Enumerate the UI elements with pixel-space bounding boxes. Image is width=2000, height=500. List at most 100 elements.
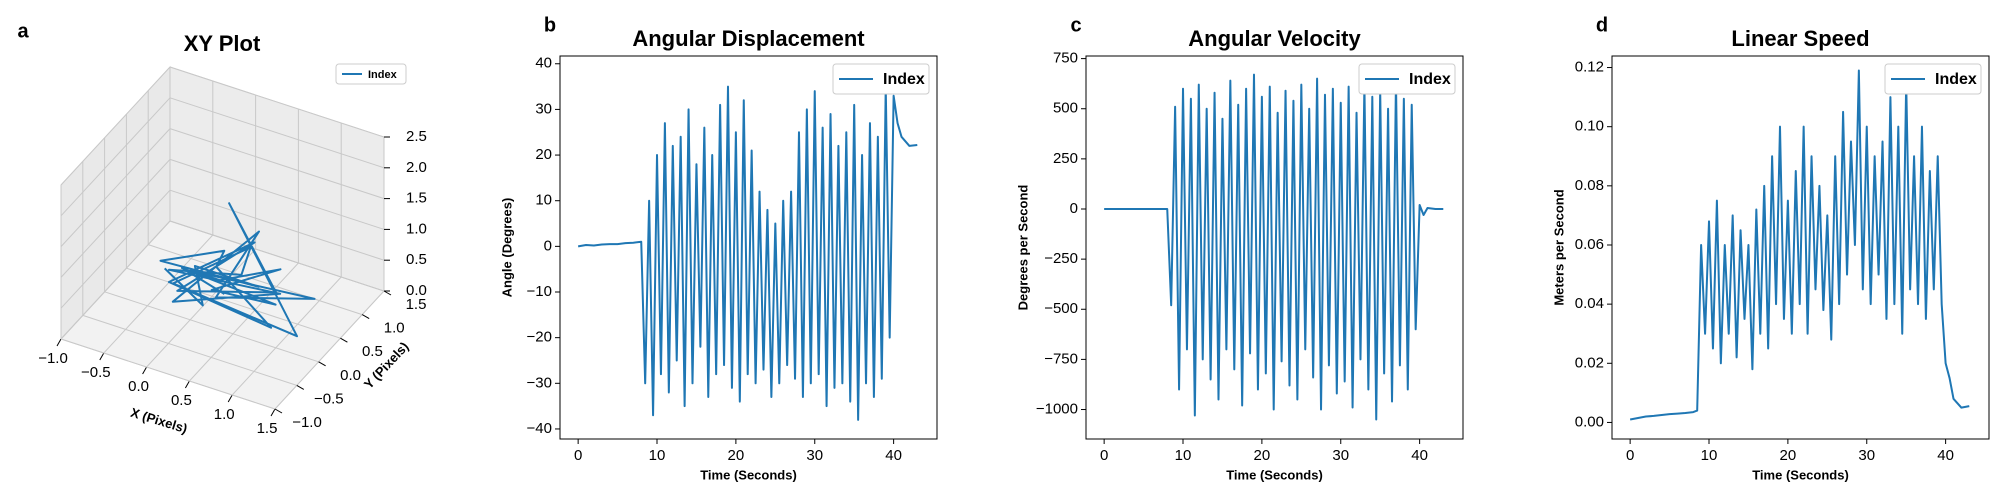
legend-box xyxy=(1884,63,1982,95)
y-tick-label: 0.08 xyxy=(1575,177,1604,194)
chart-title: XY Plot xyxy=(184,31,261,56)
grid-line xyxy=(60,338,276,410)
x-axis-label: X (Pixels) xyxy=(129,405,189,436)
x-tick xyxy=(99,352,105,361)
grid-line xyxy=(169,158,385,230)
z-tick-label: 1.5 xyxy=(406,190,427,207)
grid-line xyxy=(169,189,385,261)
grid-line xyxy=(126,267,341,339)
y-tick-label: 1.5 xyxy=(406,296,427,313)
chart-title: Linear Speed xyxy=(1731,26,1869,51)
x-tick-label: 20 xyxy=(728,447,745,464)
y-tick-label: −750 xyxy=(1044,350,1078,367)
x-tick xyxy=(184,380,190,389)
y-tick xyxy=(296,384,305,390)
z-tick-label: 1.0 xyxy=(406,220,427,237)
y-tick-label: 500 xyxy=(1053,100,1078,117)
grid-line xyxy=(169,97,385,169)
x-tick xyxy=(142,366,148,375)
y-tick-label: −30 xyxy=(527,374,552,391)
x-tick-label: 0 xyxy=(1100,447,1108,464)
x-tick xyxy=(227,394,233,403)
y-tick-label: 0.0 xyxy=(340,367,361,384)
y-tick xyxy=(318,361,326,367)
y-tick-label: −1.0 xyxy=(292,414,322,431)
z-tick-label: 2.0 xyxy=(406,159,427,176)
y-tick-label: 0.00 xyxy=(1575,413,1604,430)
y-tick-label: −1000 xyxy=(1036,400,1078,417)
y-tick-label: −0.5 xyxy=(314,390,344,407)
grid-line xyxy=(146,248,256,368)
panel-label: c xyxy=(1070,14,1081,36)
y-tick-label: 0 xyxy=(1070,200,1078,217)
x-tick-label: 0 xyxy=(1626,447,1634,464)
x-tick-label: 0 xyxy=(574,447,582,464)
x-tick-label: 30 xyxy=(1332,447,1349,464)
y-tick-label: −40 xyxy=(527,420,552,437)
x-tick-label: 10 xyxy=(649,447,666,464)
x-tick-label: 10 xyxy=(1701,447,1718,464)
grid-line xyxy=(60,66,171,186)
x-tick-label: 20 xyxy=(1254,447,1271,464)
x-tick-label: 40 xyxy=(1411,447,1428,464)
x-tick xyxy=(56,338,62,347)
grid-line xyxy=(231,276,342,396)
legend-label: Index xyxy=(883,71,925,88)
panel-label: b xyxy=(544,14,556,36)
y-tick-label: −10 xyxy=(527,283,552,300)
y-tick-label: 0.02 xyxy=(1575,354,1604,371)
grid-line xyxy=(189,262,299,382)
x-axis-label: Time (Seconds) xyxy=(1226,467,1323,482)
x-tick-label: 40 xyxy=(885,447,902,464)
data-line xyxy=(577,85,918,421)
x-axis-label: Time (Seconds) xyxy=(700,467,797,482)
x-tick-label: 20 xyxy=(1780,447,1797,464)
y-tick-label: 10 xyxy=(535,192,552,209)
x-tick-label: −1.0 xyxy=(38,350,68,367)
x-tick-label: 10 xyxy=(1175,447,1192,464)
y-tick-label: 30 xyxy=(535,100,552,117)
grid-line xyxy=(104,291,319,363)
panel-label: d xyxy=(1596,14,1608,36)
y-tick-label: 0.04 xyxy=(1575,295,1604,312)
plot-frame xyxy=(559,55,938,440)
chart-title: Angular Displacement xyxy=(632,26,865,51)
x-tick-label: 30 xyxy=(1858,447,1875,464)
legend-label: Index xyxy=(1935,71,1977,88)
grid-line xyxy=(169,66,385,138)
grid-line xyxy=(60,128,171,247)
z-tick-label: 2.5 xyxy=(406,128,427,145)
data-line xyxy=(1104,73,1444,421)
y-tick-label: 0.10 xyxy=(1575,118,1604,135)
y-axis-label: Angle (Degrees) xyxy=(499,198,514,298)
z-tick-label: 0.0 xyxy=(406,282,427,299)
data-line xyxy=(1629,69,1970,421)
y-tick-label: 1.0 xyxy=(384,320,405,337)
legend-label: Index xyxy=(368,69,398,81)
y-tick xyxy=(383,290,392,296)
legend-box xyxy=(832,63,930,95)
x-tick-label: 30 xyxy=(806,447,823,464)
chart-title: Angular Velocity xyxy=(1188,26,1361,51)
panel-label: a xyxy=(17,20,29,42)
y-tick-label: −500 xyxy=(1044,300,1078,317)
y-tick xyxy=(340,337,348,343)
y-tick-label: 0.06 xyxy=(1575,236,1604,253)
x-tick-label: −0.5 xyxy=(81,364,111,381)
grid-line xyxy=(60,220,171,340)
data-line xyxy=(159,202,316,338)
y-tick-label: 250 xyxy=(1053,150,1078,167)
y-tick xyxy=(361,314,370,320)
x-tick xyxy=(270,408,276,417)
plot-frame xyxy=(1085,55,1464,440)
y-tick-label: −20 xyxy=(527,329,552,346)
y-tick-label: −250 xyxy=(1044,250,1078,267)
x-tick-label: 1.0 xyxy=(214,406,235,423)
grid-line xyxy=(60,97,171,217)
x-tick-label: 40 xyxy=(1937,447,1954,464)
x-tick-label: 0.0 xyxy=(128,378,149,395)
x-tick-label: 1.5 xyxy=(257,420,278,437)
grid-line xyxy=(169,128,385,200)
legend-label: Index xyxy=(1409,71,1451,88)
